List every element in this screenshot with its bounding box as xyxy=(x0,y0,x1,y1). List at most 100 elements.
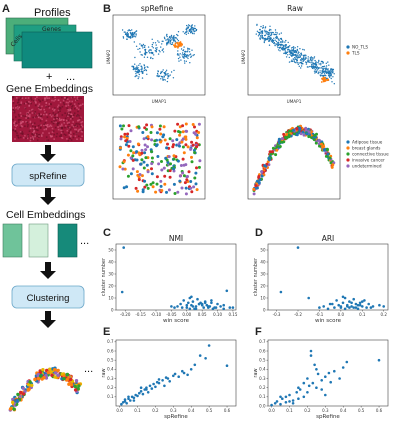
cluster-spot xyxy=(15,398,19,403)
data-point xyxy=(377,358,381,362)
data-point xyxy=(127,397,130,401)
umap-point xyxy=(309,65,311,68)
heatmap-cell xyxy=(38,112,40,115)
umap-point xyxy=(166,73,168,75)
umap-point xyxy=(151,43,154,46)
heatmap-cell xyxy=(39,120,42,122)
data-point xyxy=(297,386,300,390)
umap-point xyxy=(170,34,173,37)
umap-point xyxy=(178,179,182,183)
heatmap-cell xyxy=(19,97,22,100)
heatmap-cell xyxy=(67,101,69,104)
umap-point xyxy=(260,25,262,28)
heatmap-cell xyxy=(70,139,73,141)
umap-point xyxy=(171,39,173,41)
heatmap-cell xyxy=(38,115,40,117)
heatmap-cell xyxy=(48,125,51,128)
heatmap-cell xyxy=(27,111,30,114)
data-point xyxy=(288,400,291,403)
x-tick-label: -0.10 xyxy=(151,312,162,317)
heatmap-cell xyxy=(51,135,53,137)
x-tick-label: -0.3 xyxy=(273,312,281,317)
umap-point xyxy=(162,69,164,71)
umap-point xyxy=(283,49,285,51)
umap-point xyxy=(278,38,280,41)
heatmap-cell xyxy=(31,123,34,126)
umap-point xyxy=(320,81,323,83)
data-point xyxy=(207,306,210,309)
umap-point xyxy=(138,153,142,157)
heatmap-cell xyxy=(18,104,20,106)
umap-point xyxy=(166,39,168,41)
umap-point xyxy=(144,54,146,56)
umap-point xyxy=(177,57,180,60)
umap-point xyxy=(187,47,189,49)
heatmap-cell xyxy=(74,107,76,110)
data-point xyxy=(219,305,222,308)
umap-point xyxy=(324,154,328,158)
heatmap-cell xyxy=(36,135,38,138)
umap-point xyxy=(317,61,319,64)
heatmap-cell xyxy=(14,120,16,123)
heatmap-cell xyxy=(65,101,68,104)
heatmap-cell xyxy=(37,114,39,117)
heatmap-cell xyxy=(68,100,71,103)
heatmap-cell xyxy=(57,117,59,120)
heatmap-cell xyxy=(37,134,40,136)
heatmap-cell xyxy=(33,122,36,124)
umap-point xyxy=(321,74,323,77)
umap-point xyxy=(197,131,201,134)
heatmap-cell xyxy=(70,113,72,115)
umap-point xyxy=(163,72,165,74)
y-tick-label: 0.5 xyxy=(107,358,114,363)
umap-point xyxy=(328,72,330,74)
umap-point xyxy=(270,34,272,37)
umap-point xyxy=(327,75,330,77)
heatmap-cell xyxy=(60,135,62,137)
heatmap-cell xyxy=(31,99,33,101)
heatmap-cell xyxy=(78,135,80,138)
umap-point xyxy=(126,35,128,37)
umap-point xyxy=(274,39,276,41)
x-tick-label: 0.5 xyxy=(358,408,365,413)
umap-point xyxy=(257,31,260,34)
y-tick-label: 50 xyxy=(260,247,266,252)
data-point xyxy=(318,306,321,309)
heatmap-cell xyxy=(71,124,73,126)
heatmap-cell xyxy=(20,96,23,99)
heatmap-cell xyxy=(38,99,40,101)
umap-point xyxy=(273,42,275,45)
umap-point xyxy=(305,56,307,58)
umap-point xyxy=(269,37,271,39)
umap-point xyxy=(197,122,201,126)
umap-point xyxy=(281,49,284,51)
umap-point xyxy=(179,56,181,58)
heatmap-cell xyxy=(50,135,53,138)
umap-point xyxy=(292,49,294,52)
x-tick-label: 0.1 xyxy=(286,408,293,413)
heatmap-cell xyxy=(12,96,14,99)
genes-label: Genes xyxy=(42,26,61,33)
umap-point xyxy=(189,54,191,56)
umap-point xyxy=(289,45,291,47)
umap-point xyxy=(331,81,333,83)
umap-point xyxy=(260,31,263,33)
umap-point xyxy=(171,36,173,38)
data-point xyxy=(191,305,195,308)
umap-frame-bl xyxy=(112,116,206,200)
umap-point xyxy=(159,132,163,136)
umap-point xyxy=(160,168,164,172)
umap-point xyxy=(322,68,324,70)
heatmap-cell xyxy=(44,99,46,101)
data-point xyxy=(311,381,315,385)
umap-point xyxy=(330,77,332,80)
data-point xyxy=(211,307,215,311)
heatmap-cell xyxy=(81,103,84,105)
umap-point xyxy=(169,40,171,42)
heatmap-cell xyxy=(22,115,24,117)
umap-point xyxy=(184,53,186,56)
data-point xyxy=(194,305,198,308)
data-point xyxy=(231,306,235,309)
ellipsis-cells: ... xyxy=(80,235,89,247)
x-axis-label: win score xyxy=(315,318,342,324)
